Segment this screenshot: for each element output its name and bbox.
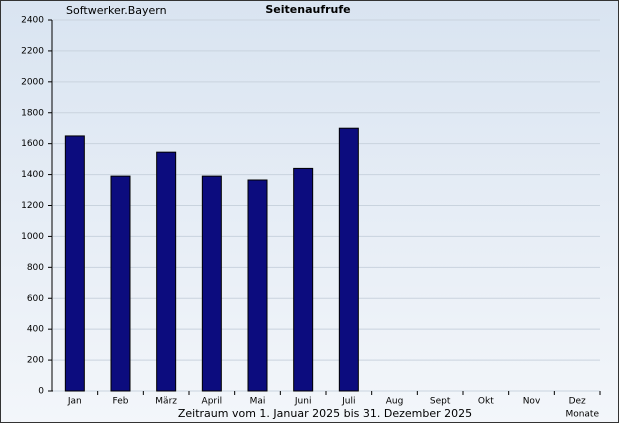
x-tick-label: Feb — [113, 397, 129, 407]
bar — [247, 179, 268, 392]
x-tick-label: April — [202, 397, 223, 407]
y-tick-label: 2400 — [21, 16, 44, 26]
bar — [64, 135, 85, 392]
y-tick-label: 600 — [27, 294, 44, 304]
x-tick-label: Nov — [523, 397, 541, 407]
chart-subtitle: Softwerker.Bayern — [66, 4, 167, 17]
bar — [201, 175, 222, 392]
y-tick-label: 1400 — [21, 170, 44, 180]
x-tick-label: Juli — [341, 397, 355, 407]
bar — [293, 167, 314, 392]
x-tick-label: März — [155, 397, 177, 407]
x-tick-label: Dez — [569, 397, 586, 407]
x-tick-label: Jan — [67, 397, 82, 407]
y-tick-label: 1600 — [21, 139, 44, 149]
x-unit-label: Monate — [565, 410, 599, 420]
x-tick-label: Okt — [478, 397, 494, 407]
y-tick-label: 2000 — [21, 77, 44, 87]
chart-title: Seitenaufrufe — [265, 3, 350, 16]
x-axis-label: Zeitraum vom 1. Januar 2025 bis 31. Deze… — [178, 407, 472, 420]
y-tick-label: 0 — [38, 387, 44, 397]
bar — [156, 151, 177, 392]
x-tick-label: Mai — [250, 397, 266, 407]
y-tick-label: 400 — [27, 325, 44, 335]
y-tick-label: 200 — [27, 356, 44, 366]
bar — [338, 127, 359, 392]
bar — [110, 175, 131, 392]
y-tick-label: 1000 — [21, 232, 44, 242]
x-tick-label: Sept — [430, 397, 451, 407]
x-tick-label: Aug — [386, 397, 404, 407]
y-tick-label: 800 — [27, 263, 44, 273]
y-tick-label: 2200 — [21, 46, 44, 56]
y-tick-label: 1200 — [21, 201, 44, 211]
y-tick-label: 1800 — [21, 108, 44, 118]
x-tick-label: Juni — [294, 397, 312, 407]
